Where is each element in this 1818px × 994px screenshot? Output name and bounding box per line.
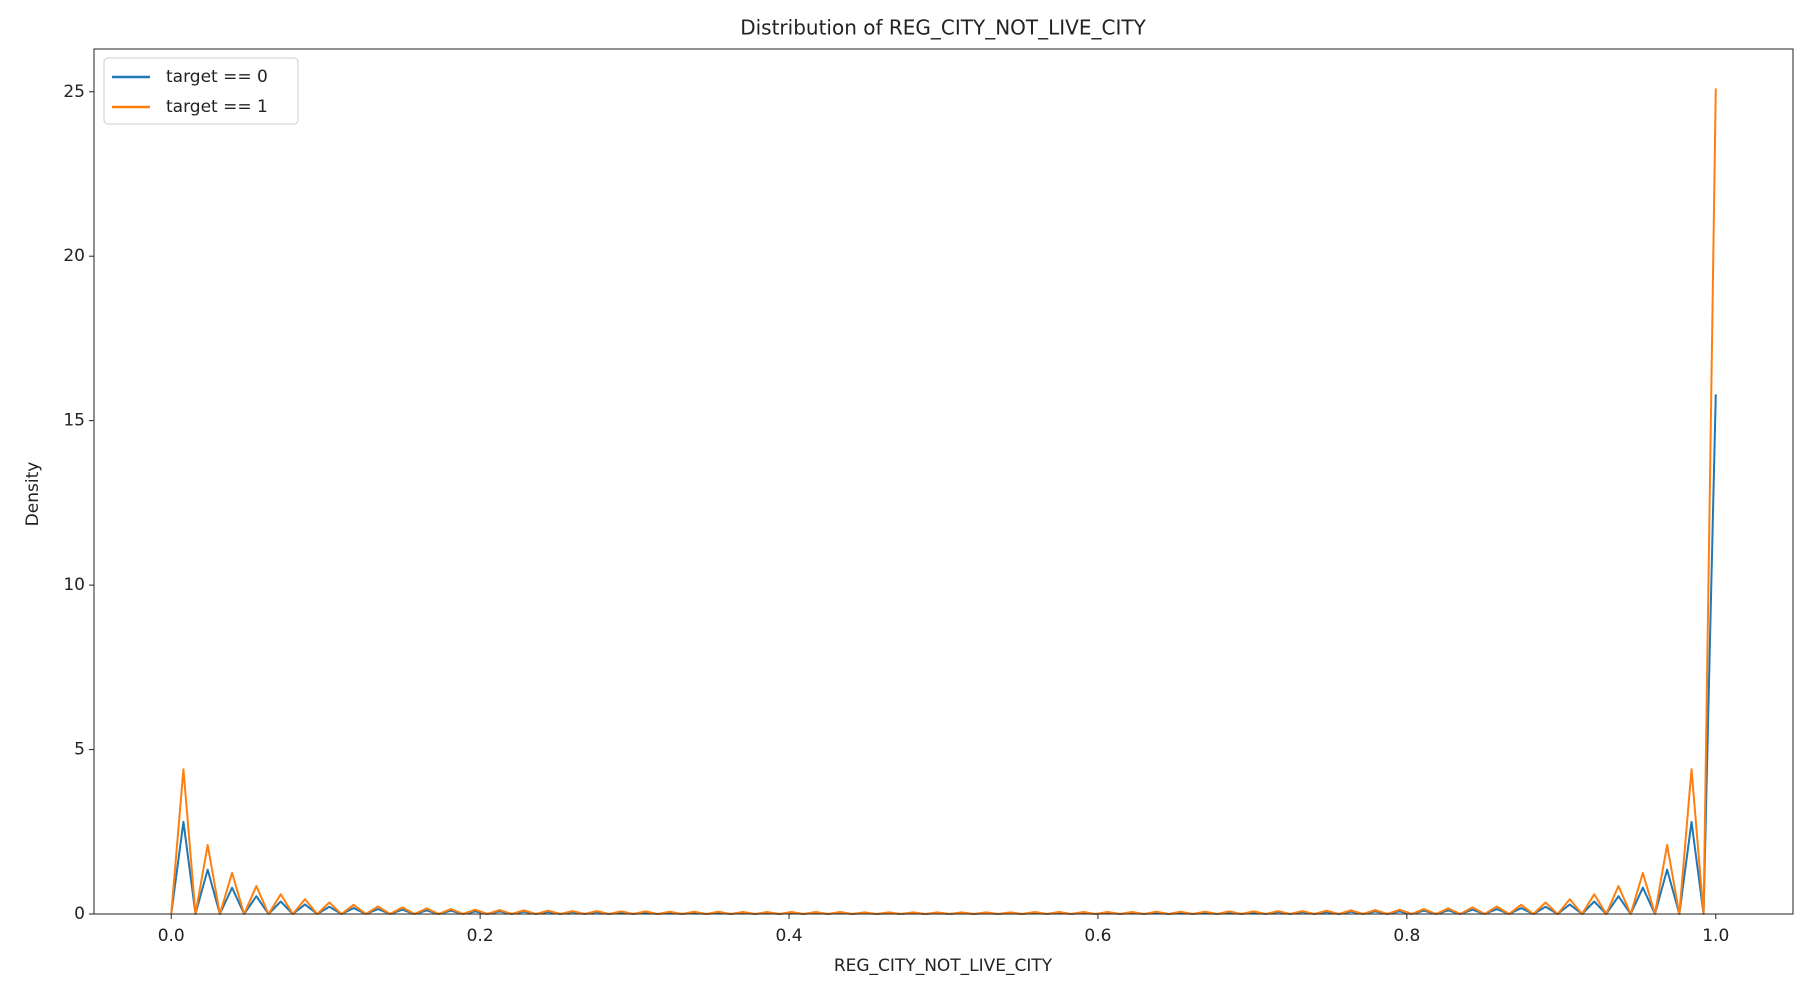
- y-tick-label: 25: [63, 82, 85, 102]
- legend-label: target == 0: [166, 67, 268, 87]
- x-tick-label: 0.0: [158, 926, 185, 946]
- legend-box: [103, 57, 299, 125]
- data-line: [170, 88, 1717, 915]
- data-line: [170, 394, 1717, 915]
- x-tick-label: 0.4: [776, 926, 803, 946]
- plot-frame: [93, 48, 1794, 915]
- x-tick-label: 1.0: [1702, 926, 1729, 946]
- y-tick-label: 15: [63, 411, 85, 431]
- chart-title: Distribution of REG_CITY_NOT_LIVE_CITY: [740, 16, 1146, 40]
- x-axis-label: REG_CITY_NOT_LIVE_CITY: [834, 956, 1053, 976]
- legend-label: target == 1: [166, 97, 268, 117]
- y-tick-label: 0: [74, 904, 85, 924]
- x-tick-label: 0.2: [467, 926, 494, 946]
- y-axis-label: Density: [23, 462, 43, 527]
- y-tick-label: 10: [63, 575, 85, 595]
- x-tick-label: 0.6: [1084, 926, 1111, 946]
- x-tick-label: 0.8: [1393, 926, 1420, 946]
- y-tick-label: 5: [74, 740, 85, 760]
- y-tick-label: 20: [63, 246, 85, 266]
